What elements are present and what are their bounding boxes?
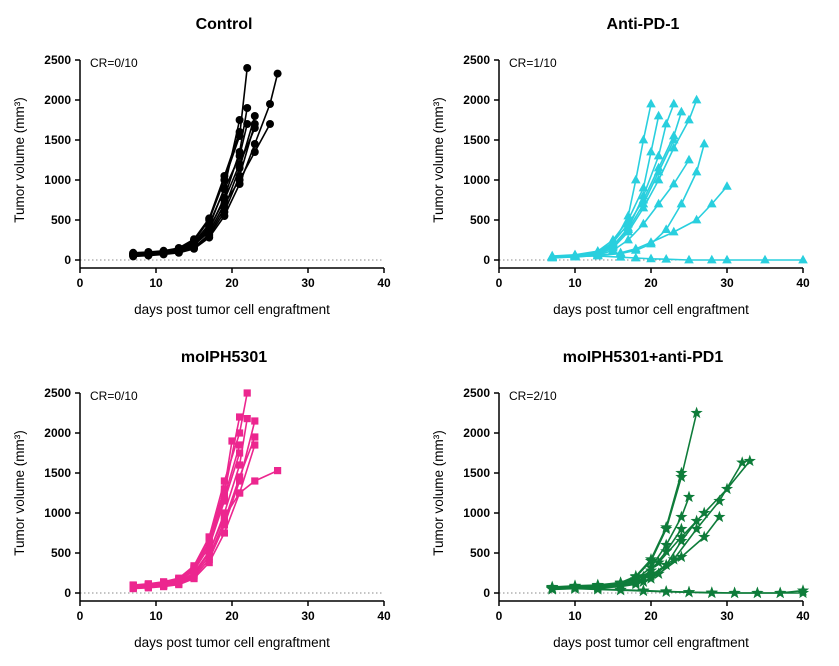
- tumor-growth-chart-control: 0 10 20 30 40 0 500 1000 1500 2000 2500 days post t…: [12, 53, 391, 317]
- svg-text:0: 0: [483, 253, 490, 267]
- svg-text:Tumor volume (mm³): Tumor volume (mm³): [12, 97, 27, 223]
- svg-text:1000: 1000: [463, 506, 490, 520]
- svg-text:2500: 2500: [44, 386, 71, 400]
- svg-text:30: 30: [720, 276, 734, 290]
- svg-text:20: 20: [644, 276, 658, 290]
- svg-text:500: 500: [51, 546, 71, 560]
- tumor-growth-chart-combo: 0 10 20 30 40 0 500 1000 1500 2000 2500 days post t…: [431, 386, 810, 650]
- svg-text:2000: 2000: [463, 93, 490, 107]
- panel-title-moiph5301: moIPH5301: [180, 349, 268, 366]
- svg-text:1500: 1500: [463, 466, 490, 480]
- svg-text:2000: 2000: [463, 426, 490, 440]
- svg-text:10: 10: [149, 609, 163, 623]
- svg-text:days post tumor cell engraftme: days post tumor cell engraftment: [553, 302, 749, 317]
- svg-text:1000: 1000: [44, 173, 71, 187]
- svg-text:0: 0: [77, 609, 84, 623]
- panel-title-control: Control: [195, 16, 253, 33]
- svg-text:1000: 1000: [44, 506, 71, 520]
- svg-text:Tumor volume (mm³): Tumor volume (mm³): [431, 430, 446, 556]
- svg-text:500: 500: [470, 213, 490, 227]
- panel-title-anti-pd1: Anti-PD-1: [606, 16, 680, 33]
- panel-combo: moIPH5301+anti-PD1 CR=2/10 0 10 20 30 40 0 500…: [419, 333, 839, 666]
- svg-text:0: 0: [483, 586, 490, 600]
- svg-text:0: 0: [496, 276, 503, 290]
- plot-area-control: CR=0/10 0 10 20 30 40 0 500 1000 1500 2000 2500 day…: [8, 42, 408, 322]
- svg-text:20: 20: [644, 609, 658, 623]
- svg-text:1500: 1500: [44, 466, 71, 480]
- tumor-growth-chart-anti-pd1: 0 10 20 30 40 0 500 1000 1500 2000 2500 days post t…: [431, 53, 810, 317]
- svg-text:2500: 2500: [463, 386, 490, 400]
- svg-text:1500: 1500: [463, 133, 490, 147]
- plot-area-anti-pd1: CR=1/10 0 10 20 30 40 0 500 1000 1500 2000 2500 day…: [427, 42, 827, 322]
- svg-text:30: 30: [720, 609, 734, 623]
- svg-text:10: 10: [568, 609, 582, 623]
- svg-text:40: 40: [796, 276, 810, 290]
- svg-text:2500: 2500: [463, 53, 490, 67]
- svg-text:Tumor volume (mm³): Tumor volume (mm³): [431, 97, 446, 223]
- panel-moiph5301: moIPH5301 CR=0/10 0 10 20 30 40 0 500 1000 1500 2…: [0, 333, 419, 666]
- svg-text:days post tumor cell engraftme: days post tumor cell engraftment: [553, 635, 749, 650]
- svg-text:1000: 1000: [463, 173, 490, 187]
- svg-text:0: 0: [496, 609, 503, 623]
- svg-text:500: 500: [51, 213, 71, 227]
- plot-area-combo: CR=2/10 0 10 20 30 40 0 500 1000 1500 2000 2500 day…: [427, 375, 827, 655]
- cr-annotation-moiph5301: CR=0/10: [90, 389, 138, 403]
- svg-text:0: 0: [64, 586, 71, 600]
- svg-text:Tumor volume (mm³): Tumor volume (mm³): [12, 430, 27, 556]
- tumor-growth-chart-moiph5301: 0 10 20 30 40 0 500 1000 1500 2000 2500 days post t…: [12, 386, 391, 650]
- svg-text:1500: 1500: [44, 133, 71, 147]
- svg-text:40: 40: [377, 609, 391, 623]
- svg-text:20: 20: [225, 609, 239, 623]
- svg-text:2000: 2000: [44, 426, 71, 440]
- svg-text:10: 10: [149, 276, 163, 290]
- panel-anti-pd1: Anti-PD-1 CR=1/10 0 10 20 30 40 0 500 1000 1500 2…: [419, 0, 839, 333]
- cr-annotation-control: CR=0/10: [90, 56, 138, 70]
- svg-text:days post tumor cell engraftme: days post tumor cell engraftment: [134, 302, 330, 317]
- svg-text:2500: 2500: [44, 53, 71, 67]
- cr-annotation-anti-pd1: CR=1/10: [509, 56, 557, 70]
- svg-text:0: 0: [77, 276, 84, 290]
- svg-text:40: 40: [377, 276, 391, 290]
- plot-area-moiph5301: CR=0/10 0 10 20 30 40 0 500 1000 1500 2000 2500 day…: [8, 375, 408, 655]
- svg-text:40: 40: [796, 609, 810, 623]
- svg-text:0: 0: [64, 253, 71, 267]
- panel-control: Control CR=0/10 0 10 20 30 40 0 500 1000 1500 200…: [0, 0, 419, 333]
- svg-text:10: 10: [568, 276, 582, 290]
- svg-text:20: 20: [225, 276, 239, 290]
- svg-text:days post tumor cell engraftme: days post tumor cell engraftment: [134, 635, 330, 650]
- svg-text:500: 500: [470, 546, 490, 560]
- svg-text:30: 30: [301, 276, 315, 290]
- svg-text:30: 30: [301, 609, 315, 623]
- cr-annotation-combo: CR=2/10: [509, 389, 557, 403]
- svg-text:2000: 2000: [44, 93, 71, 107]
- panel-title-combo: moIPH5301+anti-PD1: [562, 349, 724, 366]
